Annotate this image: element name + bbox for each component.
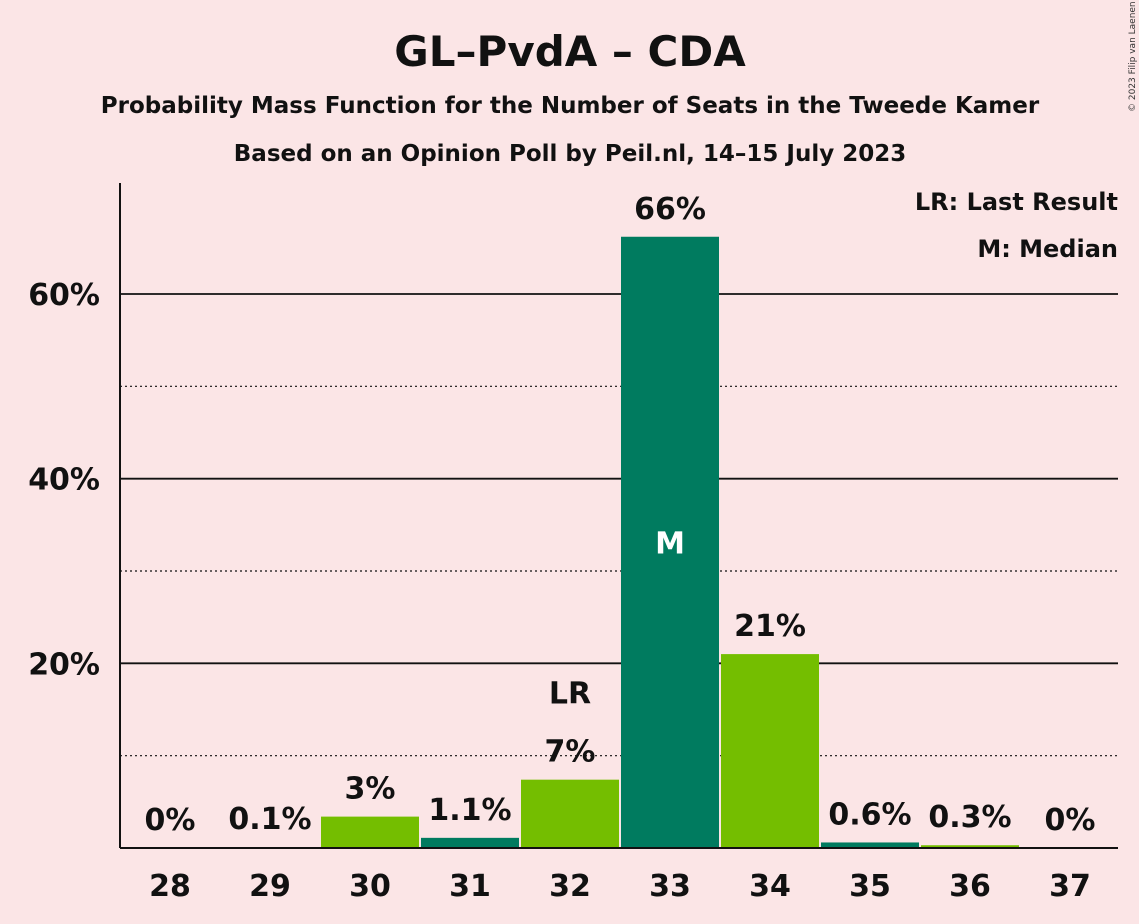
value-label-33: 66% [634, 192, 706, 227]
legend-last-result: LR: Last Result [915, 188, 1118, 216]
x-tick-label-35: 35 [849, 869, 891, 904]
x-tick-label-34: 34 [749, 869, 791, 904]
value-label-37: 0% [1045, 803, 1096, 838]
bars [221, 236, 1019, 849]
x-tick-label-30: 30 [349, 869, 391, 904]
value-label-29: 0.1% [228, 802, 311, 837]
value-label-30: 3% [345, 772, 396, 807]
y-tick-label: 60% [28, 278, 100, 313]
value-label-31: 1.1% [428, 793, 511, 828]
y-tick-label: 20% [28, 647, 100, 682]
y-tick-label: 40% [28, 463, 100, 498]
bar-36 [921, 845, 1019, 848]
chart-title: GL–PvdA – CDA [394, 27, 746, 76]
x-tick-label-31: 31 [449, 869, 491, 904]
x-tick-label-28: 28 [149, 869, 191, 904]
x-tick-label-33: 33 [649, 869, 691, 904]
legend-median: M: Median [977, 235, 1118, 263]
bar-33 [621, 236, 719, 849]
x-tick-label-29: 29 [249, 869, 291, 904]
bar-35 [821, 842, 919, 848]
x-tick-label-36: 36 [949, 869, 991, 904]
copyright-notice: © 2023 Filip van Laenen [1128, 1, 1138, 112]
chart-source: Based on an Opinion Poll by Peil.nl, 14–… [234, 141, 906, 167]
gridline-mask [619, 198, 719, 237]
value-label-35: 0.6% [828, 797, 911, 832]
median-marker: M [655, 526, 685, 561]
x-tick-label-32: 32 [549, 869, 591, 904]
value-label-34: 21% [734, 609, 806, 644]
value-label-28: 0% [145, 803, 196, 838]
value-labels: 0% 0.1% 3% 1.1% 7% LR 66% M 21% 0.6% 0.3% 0% [145, 192, 1096, 838]
bar-31 [421, 837, 519, 848]
chart-subtitle: Probability Mass Function for the Number… [101, 93, 1040, 119]
gridlines [120, 198, 1118, 757]
bar-32 [521, 779, 619, 848]
x-tick-label-37: 37 [1049, 869, 1091, 904]
bar-34 [721, 654, 819, 848]
bar-30 [321, 816, 419, 848]
value-label-36: 0.3% [928, 800, 1011, 835]
axes: 20% 40% 60% 28 29 30 31 32 33 34 35 36 37 [28, 183, 1118, 904]
last-result-marker: LR [549, 677, 591, 712]
value-label-32: 7% [545, 735, 596, 770]
